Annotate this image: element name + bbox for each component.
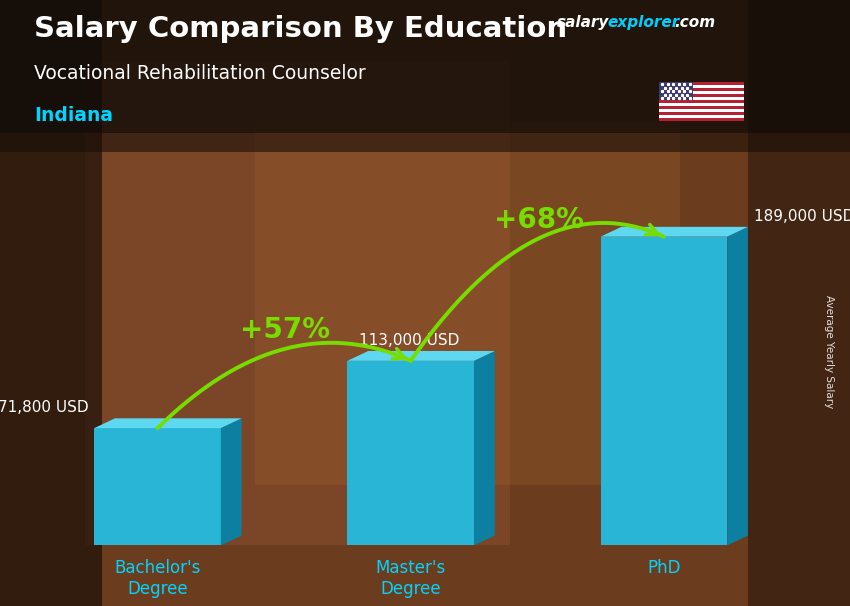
Bar xyxy=(659,85,744,88)
Text: Vocational Rehabilitation Counselor: Vocational Rehabilitation Counselor xyxy=(34,64,366,82)
Text: Salary Comparison By Education: Salary Comparison By Education xyxy=(34,15,567,43)
Polygon shape xyxy=(474,351,495,545)
Bar xyxy=(255,121,680,485)
Bar xyxy=(0,0,102,606)
Bar xyxy=(659,82,693,100)
Text: explorer: explorer xyxy=(608,15,680,30)
Bar xyxy=(85,61,510,545)
Bar xyxy=(659,97,744,100)
Bar xyxy=(659,109,744,112)
Bar xyxy=(659,115,744,118)
Bar xyxy=(659,82,744,85)
Bar xyxy=(659,94,744,97)
Text: salary: salary xyxy=(557,15,609,30)
Bar xyxy=(659,88,744,91)
Bar xyxy=(659,106,744,109)
Bar xyxy=(0,0,850,152)
Text: Average Yearly Salary: Average Yearly Salary xyxy=(824,295,834,408)
Text: .com: .com xyxy=(674,15,715,30)
Bar xyxy=(659,103,744,106)
Text: +57%: +57% xyxy=(241,316,331,344)
Polygon shape xyxy=(94,418,241,428)
Polygon shape xyxy=(94,428,221,545)
Polygon shape xyxy=(348,351,495,361)
Bar xyxy=(659,100,744,103)
Text: 189,000 USD: 189,000 USD xyxy=(754,208,850,224)
Polygon shape xyxy=(601,237,728,545)
Text: Indiana: Indiana xyxy=(34,106,113,125)
Bar xyxy=(659,118,744,121)
Polygon shape xyxy=(221,418,241,545)
Bar xyxy=(659,91,744,94)
Polygon shape xyxy=(601,227,748,237)
Polygon shape xyxy=(728,227,748,545)
Text: 71,800 USD: 71,800 USD xyxy=(0,400,88,415)
Text: +68%: +68% xyxy=(494,205,584,233)
Bar xyxy=(659,112,744,115)
Text: 113,000 USD: 113,000 USD xyxy=(359,333,459,348)
Bar xyxy=(748,0,850,606)
Polygon shape xyxy=(348,361,474,545)
